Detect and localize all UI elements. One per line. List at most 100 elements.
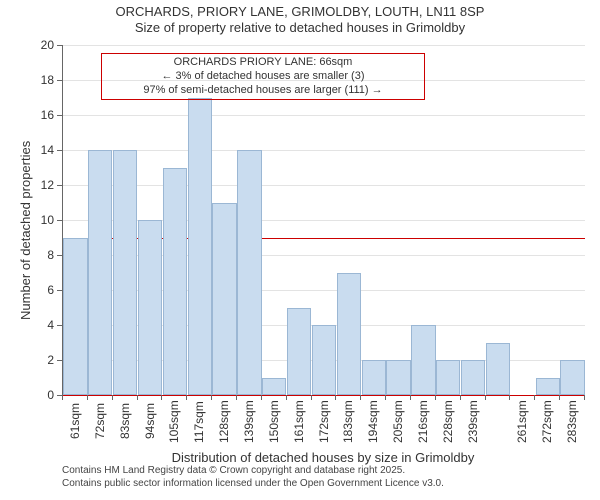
title-line2: Size of property relative to detached ho… bbox=[135, 20, 465, 35]
ytick-mark bbox=[57, 80, 62, 81]
xtick-label: 216sqm bbox=[416, 403, 430, 443]
chart-title: ORCHARDS, PRIORY LANE, GRIMOLDBY, LOUTH,… bbox=[0, 4, 600, 37]
xtick-mark bbox=[161, 395, 162, 400]
xtick-mark bbox=[385, 395, 386, 400]
xtick-label: 272sqm bbox=[540, 403, 554, 443]
xtick-mark bbox=[435, 395, 436, 400]
red-reference-line bbox=[63, 395, 585, 396]
xtick-label: 105sqm bbox=[167, 403, 181, 443]
xtick-label: 172sqm bbox=[317, 403, 331, 443]
histogram-bar bbox=[560, 360, 584, 395]
ytick-mark bbox=[57, 150, 62, 151]
gridline bbox=[63, 150, 585, 151]
xtick-mark bbox=[261, 395, 262, 400]
ytick-label: 16 bbox=[34, 108, 54, 122]
histogram-bar bbox=[113, 150, 137, 395]
histogram-bar bbox=[188, 98, 212, 396]
ytick-label: 6 bbox=[34, 283, 54, 297]
xtick-mark bbox=[335, 395, 336, 400]
histogram-bar bbox=[88, 150, 112, 395]
histogram-bar bbox=[163, 168, 187, 396]
ytick-label: 12 bbox=[34, 178, 54, 192]
xtick-label: 205sqm bbox=[391, 403, 405, 443]
xtick-label: 72sqm bbox=[93, 403, 107, 443]
annotation-line3: 97% of semi-detached houses are larger (… bbox=[143, 84, 382, 96]
histogram-bar bbox=[411, 325, 435, 395]
ytick-label: 2 bbox=[34, 353, 54, 367]
y-axis-label: Number of detached properties bbox=[18, 141, 33, 320]
histogram-bar bbox=[486, 343, 510, 396]
histogram-bar bbox=[536, 378, 560, 396]
xtick-mark bbox=[286, 395, 287, 400]
histogram-bar bbox=[237, 150, 261, 395]
footer-line1: Contains HM Land Registry data © Crown c… bbox=[62, 465, 405, 476]
gridline bbox=[63, 185, 585, 186]
histogram-bar bbox=[386, 360, 410, 395]
histogram-bar bbox=[63, 238, 87, 396]
xtick-mark bbox=[360, 395, 361, 400]
histogram-bar bbox=[461, 360, 485, 395]
xtick-label: 117sqm bbox=[192, 403, 206, 443]
ytick-mark bbox=[57, 325, 62, 326]
xtick-mark bbox=[559, 395, 560, 400]
x-axis-label: Distribution of detached houses by size … bbox=[62, 450, 584, 465]
xtick-label: 150sqm bbox=[267, 403, 281, 443]
xtick-label: 94sqm bbox=[143, 403, 157, 443]
footer-attribution: Contains HM Land Registry data © Crown c… bbox=[62, 465, 444, 490]
xtick-label: 183sqm bbox=[341, 403, 355, 443]
ytick-label: 20 bbox=[34, 38, 54, 52]
xtick-mark bbox=[460, 395, 461, 400]
histogram-bar bbox=[287, 308, 311, 396]
xtick-mark bbox=[485, 395, 486, 400]
ytick-label: 14 bbox=[34, 143, 54, 157]
xtick-mark bbox=[62, 395, 63, 400]
gridline bbox=[63, 45, 585, 46]
xtick-label: 83sqm bbox=[118, 403, 132, 443]
ytick-mark bbox=[57, 360, 62, 361]
ytick-label: 0 bbox=[34, 388, 54, 402]
xtick-mark bbox=[509, 395, 510, 400]
xtick-label: 228sqm bbox=[441, 403, 455, 443]
xtick-label: 283sqm bbox=[565, 403, 579, 443]
xtick-mark bbox=[311, 395, 312, 400]
xtick-mark bbox=[236, 395, 237, 400]
annotation-line1: ORCHARDS PRIORY LANE: 66sqm bbox=[174, 56, 353, 68]
footer-line2: Contains public sector information licen… bbox=[62, 478, 444, 489]
ytick-mark bbox=[57, 255, 62, 256]
xtick-label: 194sqm bbox=[366, 403, 380, 443]
xtick-label: 128sqm bbox=[217, 403, 231, 443]
ytick-label: 8 bbox=[34, 248, 54, 262]
xtick-label: 239sqm bbox=[466, 403, 480, 443]
xtick-mark bbox=[534, 395, 535, 400]
xtick-label: 261sqm bbox=[515, 403, 529, 443]
ytick-mark bbox=[57, 220, 62, 221]
histogram-bar bbox=[312, 325, 336, 395]
ytick-label: 10 bbox=[34, 213, 54, 227]
xtick-mark bbox=[137, 395, 138, 400]
histogram-bar bbox=[212, 203, 236, 396]
ytick-label: 4 bbox=[34, 318, 54, 332]
xtick-mark bbox=[87, 395, 88, 400]
plot-area: ORCHARDS PRIORY LANE: 66sqm ← 3% of detac… bbox=[62, 45, 585, 396]
xtick-mark bbox=[186, 395, 187, 400]
ytick-mark bbox=[57, 185, 62, 186]
ytick-mark bbox=[57, 45, 62, 46]
histogram-bar bbox=[436, 360, 460, 395]
annotation-line2: ← 3% of detached houses are smaller (3) bbox=[162, 70, 365, 82]
title-line1: ORCHARDS, PRIORY LANE, GRIMOLDBY, LOUTH,… bbox=[116, 4, 485, 19]
histogram-bar bbox=[262, 378, 286, 396]
histogram-bar bbox=[337, 273, 361, 396]
annotation-box: ORCHARDS PRIORY LANE: 66sqm ← 3% of detac… bbox=[101, 53, 425, 100]
histogram-bar bbox=[362, 360, 386, 395]
xtick-mark bbox=[410, 395, 411, 400]
xtick-label: 161sqm bbox=[292, 403, 306, 443]
xtick-label: 139sqm bbox=[242, 403, 256, 443]
ytick-mark bbox=[57, 290, 62, 291]
ytick-mark bbox=[57, 115, 62, 116]
ytick-label: 18 bbox=[34, 73, 54, 87]
xtick-mark bbox=[112, 395, 113, 400]
xtick-mark bbox=[584, 395, 585, 400]
xtick-mark bbox=[211, 395, 212, 400]
gridline bbox=[63, 115, 585, 116]
histogram-bar bbox=[138, 220, 162, 395]
